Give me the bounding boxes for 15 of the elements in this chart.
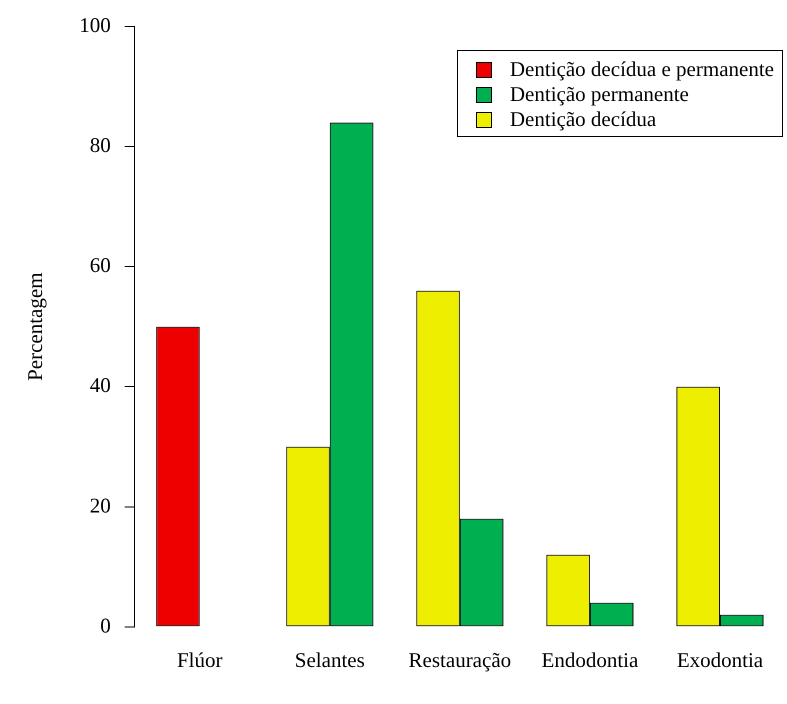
x-tick-label: Selantes — [294, 648, 365, 672]
x-tick-label: Restauração — [408, 648, 512, 672]
y-tick-label: 60 — [90, 253, 111, 278]
legend-label: Dentição decídua e permanente — [510, 57, 774, 82]
y-tick-label: 20 — [90, 493, 111, 518]
y-tick-label: 80 — [90, 133, 111, 158]
x-tick-label: Exodontia — [676, 648, 764, 672]
x-tick-label: Endodontia — [541, 648, 639, 672]
y-tick-label: 40 — [90, 373, 111, 398]
legend-label: Dentição permanente — [510, 82, 689, 107]
y-tick-label: 0 — [100, 613, 111, 638]
legend-label: Dentição decídua — [510, 107, 656, 132]
y-axis-title: Percentagem — [23, 272, 48, 381]
x-tick-label: Flúor — [176, 648, 222, 672]
y-tick-label: 100 — [79, 13, 111, 38]
